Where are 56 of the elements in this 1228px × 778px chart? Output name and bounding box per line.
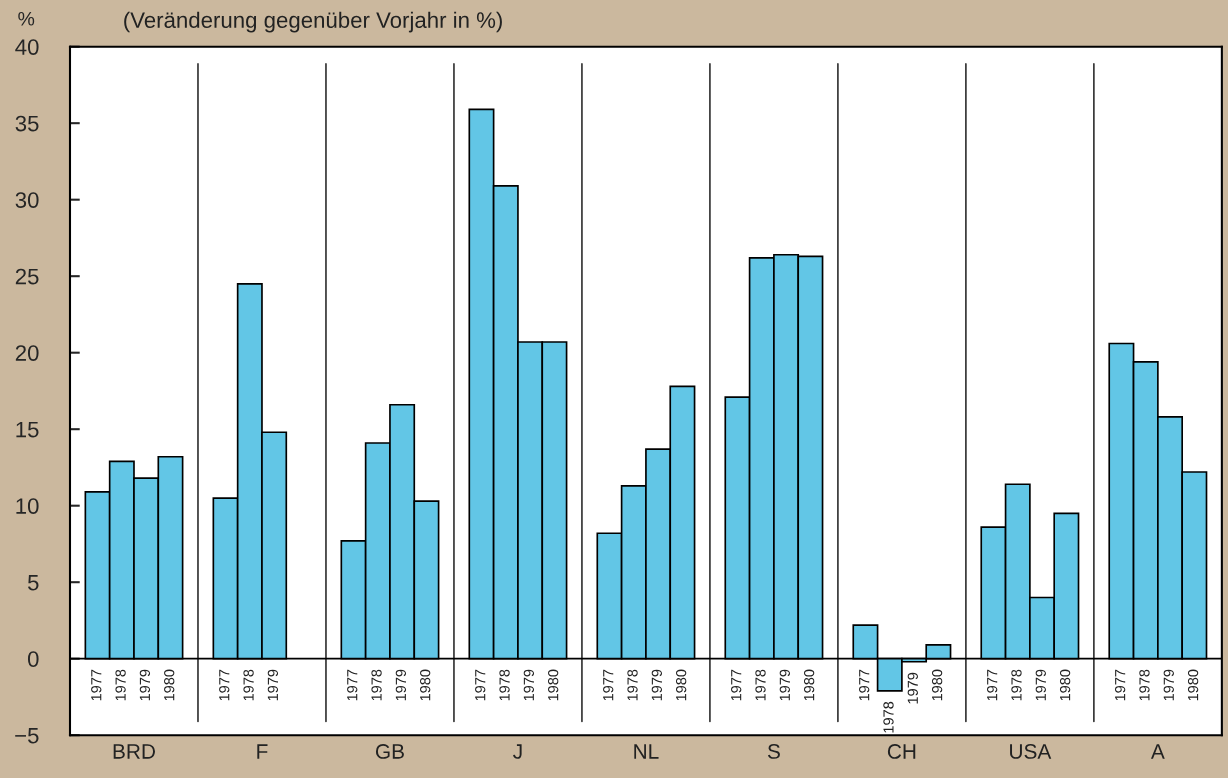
text: 1979: [651, 669, 662, 701]
text: 1978: [1011, 669, 1022, 701]
text: 1980: [420, 669, 431, 701]
text: 1980: [1187, 669, 1199, 701]
y-tick-label: 25: [15, 268, 39, 285]
x-tick-label: CH: [887, 744, 916, 759]
text: 1979: [267, 669, 279, 701]
x-tick-label: GB: [375, 744, 404, 759]
x-tick-label: NL: [634, 744, 659, 759]
text: 1978: [115, 669, 126, 701]
text: 1977: [347, 669, 358, 701]
text: 1980: [1059, 669, 1071, 701]
y-tick-label: −5: [15, 727, 39, 744]
y-tick-label: 5: [27, 574, 39, 591]
text: 1980: [164, 669, 175, 701]
x-tick-label: J: [513, 744, 522, 759]
text: 1979: [523, 669, 535, 701]
y-tick-label: 40: [15, 39, 39, 55]
text: 1979: [1035, 669, 1046, 701]
chart-title: (Veränderung gegenüber Vorjahr in %): [124, 11, 502, 33]
y-axis-title: %: [18, 11, 35, 26]
y-tick-label: 35: [15, 115, 39, 132]
text: 1978: [243, 669, 254, 701]
y-tick-label: 20: [15, 345, 39, 361]
text: 1980: [931, 669, 943, 701]
text: 1978: [883, 701, 894, 733]
x-tick-label: BRD: [113, 744, 155, 759]
text: 1977: [91, 669, 102, 701]
text: 1977: [986, 669, 998, 701]
text: 1977: [219, 669, 230, 701]
x-tick-label: S: [767, 744, 780, 759]
text: 1978: [371, 669, 382, 701]
text: 1978: [1139, 669, 1150, 701]
text: 1978: [755, 669, 766, 701]
text: 1980: [548, 669, 559, 701]
text: 1977: [475, 669, 486, 701]
y-tick-label: 10: [16, 498, 39, 514]
text: 1979: [907, 672, 918, 704]
y-tick-label: 30: [15, 192, 39, 208]
text: 1977: [859, 669, 870, 701]
text: 1978: [499, 669, 510, 701]
text: 1977: [603, 669, 614, 701]
text: 1979: [395, 669, 407, 701]
text: 1979: [1163, 669, 1174, 701]
text: 1979: [779, 669, 790, 701]
text: 1979: [139, 669, 151, 701]
x-tick-label: F: [257, 744, 268, 759]
text: 1980: [803, 669, 815, 701]
y-tick-label: 0: [27, 651, 39, 667]
x-tick-label: A: [1150, 744, 1165, 759]
x-tick-label: USA: [1010, 744, 1052, 759]
y-tick-label: 15: [16, 421, 39, 438]
text: 1980: [675, 669, 687, 701]
text: 1977: [1114, 669, 1126, 701]
text: 1978: [627, 669, 638, 701]
text: 1977: [731, 669, 742, 701]
